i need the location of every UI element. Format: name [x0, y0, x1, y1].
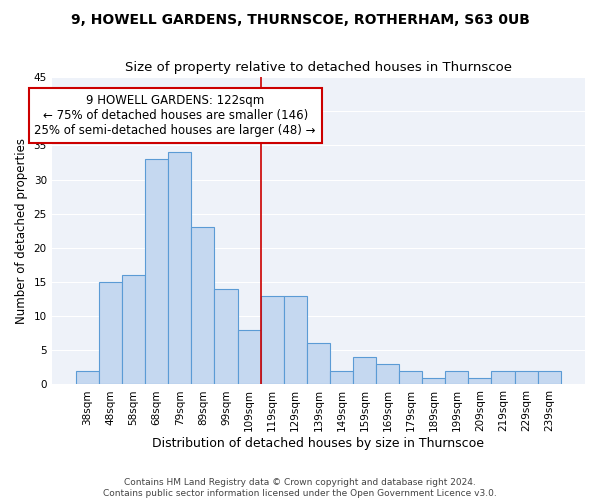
Bar: [469, 378, 491, 384]
Text: 9 HOWELL GARDENS: 122sqm
← 75% of detached houses are smaller (146)
25% of semi-: 9 HOWELL GARDENS: 122sqm ← 75% of detach…: [34, 94, 316, 137]
Bar: [284, 296, 307, 384]
Bar: [330, 371, 353, 384]
Bar: [307, 344, 330, 384]
Bar: [515, 371, 538, 384]
Bar: [376, 364, 399, 384]
Bar: [238, 330, 260, 384]
Bar: [491, 371, 515, 384]
Bar: [76, 371, 99, 384]
Bar: [353, 357, 376, 384]
Text: 9, HOWELL GARDENS, THURNSCOE, ROTHERHAM, S63 0UB: 9, HOWELL GARDENS, THURNSCOE, ROTHERHAM,…: [71, 12, 529, 26]
Title: Size of property relative to detached houses in Thurnscoe: Size of property relative to detached ho…: [125, 62, 512, 74]
Bar: [122, 275, 145, 384]
Bar: [214, 289, 238, 384]
Bar: [445, 371, 469, 384]
Y-axis label: Number of detached properties: Number of detached properties: [15, 138, 28, 324]
Bar: [260, 296, 284, 384]
X-axis label: Distribution of detached houses by size in Thurnscoe: Distribution of detached houses by size …: [152, 437, 484, 450]
Text: Contains HM Land Registry data © Crown copyright and database right 2024.
Contai: Contains HM Land Registry data © Crown c…: [103, 478, 497, 498]
Bar: [422, 378, 445, 384]
Bar: [399, 371, 422, 384]
Bar: [99, 282, 122, 384]
Bar: [168, 152, 191, 384]
Bar: [145, 159, 168, 384]
Bar: [191, 228, 214, 384]
Bar: [538, 371, 561, 384]
